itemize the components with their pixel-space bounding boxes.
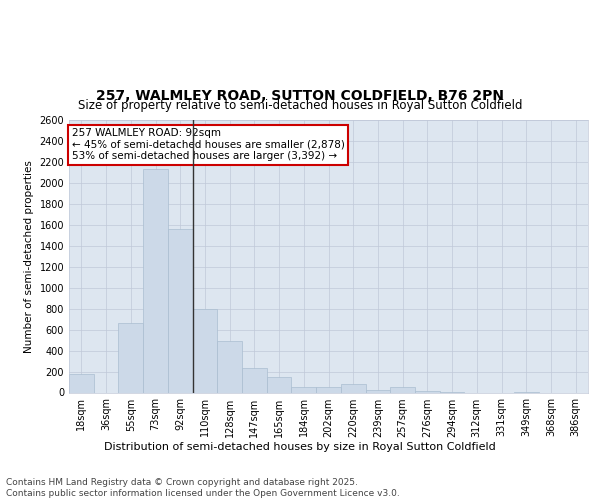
Bar bbox=[365, 390, 390, 392]
Bar bbox=[193, 308, 217, 392]
Bar bbox=[242, 368, 267, 392]
Bar bbox=[341, 384, 365, 392]
Y-axis label: Number of semi-detached properties: Number of semi-detached properties bbox=[24, 160, 34, 352]
Text: Distribution of semi-detached houses by size in Royal Sutton Coldfield: Distribution of semi-detached houses by … bbox=[104, 442, 496, 452]
Bar bbox=[168, 229, 193, 392]
Text: Contains HM Land Registry data © Crown copyright and database right 2025.
Contai: Contains HM Land Registry data © Crown c… bbox=[6, 478, 400, 498]
Bar bbox=[415, 390, 440, 392]
Bar bbox=[390, 386, 415, 392]
Bar bbox=[217, 341, 242, 392]
Bar bbox=[267, 377, 292, 392]
Text: 257, WALMLEY ROAD, SUTTON COLDFIELD, B76 2PN: 257, WALMLEY ROAD, SUTTON COLDFIELD, B76… bbox=[96, 88, 504, 102]
Bar bbox=[118, 324, 143, 392]
Bar bbox=[143, 170, 168, 392]
Bar bbox=[316, 386, 341, 392]
Bar bbox=[292, 386, 316, 392]
Bar bbox=[69, 374, 94, 392]
Text: Size of property relative to semi-detached houses in Royal Sutton Coldfield: Size of property relative to semi-detach… bbox=[78, 100, 522, 112]
Text: 257 WALMLEY ROAD: 92sqm
← 45% of semi-detached houses are smaller (2,878)
53% of: 257 WALMLEY ROAD: 92sqm ← 45% of semi-de… bbox=[71, 128, 344, 162]
